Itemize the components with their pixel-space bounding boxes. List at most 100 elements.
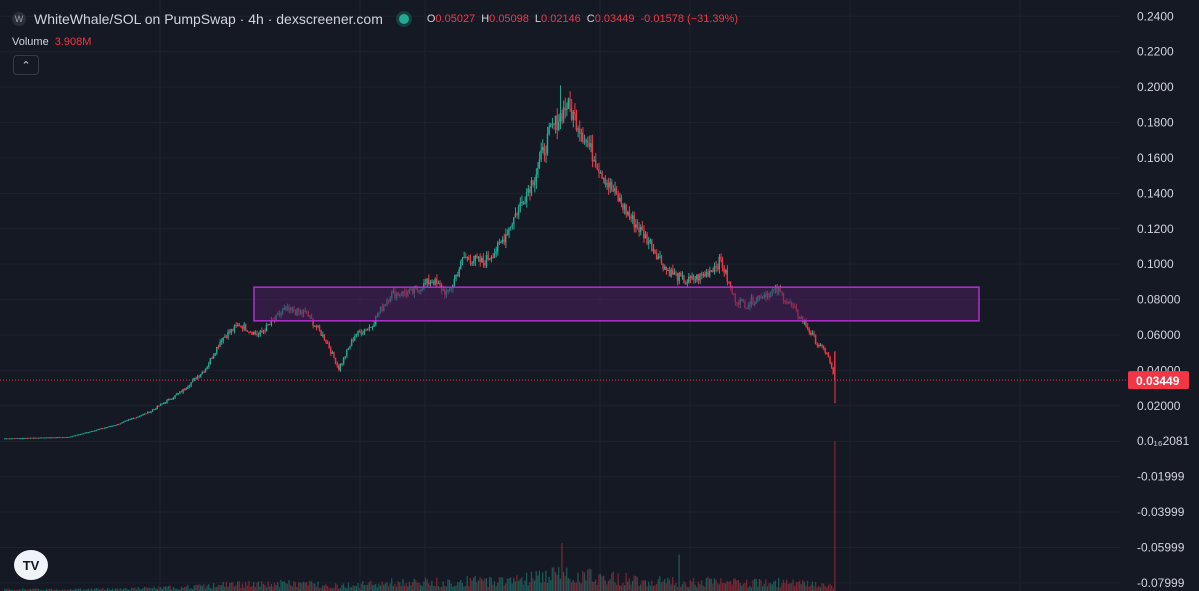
candle-body[interactable] — [810, 332, 812, 335]
candle-body[interactable] — [681, 275, 683, 277]
candle-body[interactable] — [720, 256, 722, 260]
candle-body[interactable] — [676, 273, 679, 281]
candle-body[interactable] — [707, 272, 709, 277]
candle-body[interactable] — [211, 358, 213, 360]
candle-body[interactable] — [614, 188, 616, 192]
candle-body[interactable] — [593, 159, 595, 162]
candle-body[interactable] — [153, 409, 155, 411]
resistance-zone[interactable] — [253, 286, 980, 322]
candle-body[interactable] — [130, 418, 133, 420]
candle-body[interactable] — [166, 400, 168, 403]
candle-body[interactable] — [232, 329, 234, 331]
candle-body[interactable] — [617, 193, 619, 201]
candle-body[interactable] — [119, 423, 122, 425]
candle-body[interactable] — [577, 128, 579, 131]
candle-body[interactable] — [651, 239, 653, 251]
candle-body[interactable] — [249, 331, 252, 333]
candle-body[interactable] — [729, 281, 732, 288]
candle-body[interactable] — [585, 140, 587, 142]
candle-body[interactable] — [341, 363, 343, 365]
candle-body[interactable] — [346, 349, 348, 357]
candle-body[interactable] — [471, 263, 473, 265]
candle-body[interactable] — [511, 224, 513, 227]
candle-body[interactable] — [240, 325, 242, 327]
candle-body[interactable] — [241, 326, 244, 330]
candle-body[interactable] — [13, 438, 16, 440]
candle-body[interactable] — [188, 385, 191, 387]
candle-body[interactable] — [146, 411, 149, 414]
candle-body[interactable] — [171, 398, 173, 400]
candle-body[interactable] — [474, 255, 476, 262]
candle-body[interactable] — [79, 434, 81, 436]
candle-body[interactable] — [323, 334, 325, 341]
candle-body[interactable] — [193, 378, 195, 380]
candle-body[interactable] — [631, 215, 634, 219]
candle-body[interactable] — [704, 274, 706, 277]
candle-body[interactable] — [472, 261, 475, 264]
candle-body[interactable] — [813, 333, 815, 336]
candle-body[interactable] — [312, 318, 314, 326]
candle-body[interactable] — [663, 266, 666, 270]
candle-body[interactable] — [164, 402, 167, 404]
candle-body[interactable] — [216, 346, 218, 354]
candle-body[interactable] — [485, 254, 488, 266]
candle-body[interactable] — [601, 172, 603, 179]
candle-body[interactable] — [235, 325, 237, 327]
candle-body[interactable] — [352, 339, 354, 341]
candle-body[interactable] — [85, 432, 88, 434]
candle-body[interactable] — [556, 115, 558, 130]
candle-body[interactable] — [66, 436, 69, 438]
candle-body[interactable] — [516, 213, 518, 216]
candle-body[interactable] — [238, 324, 240, 326]
candle-body[interactable] — [357, 330, 359, 335]
candle-body[interactable] — [671, 269, 674, 275]
candle-body[interactable] — [464, 256, 467, 258]
candle-body[interactable] — [121, 422, 123, 424]
candle-body[interactable] — [480, 258, 483, 263]
candle-body[interactable] — [73, 435, 75, 437]
candle-body[interactable] — [45, 437, 48, 439]
candle-body[interactable] — [479, 256, 481, 263]
collapse-legend-button[interactable]: ⌃ — [13, 55, 39, 75]
candle-body[interactable] — [368, 326, 370, 329]
candle-body[interactable] — [358, 330, 361, 332]
candle-body[interactable] — [495, 251, 497, 253]
candle-body[interactable] — [588, 143, 590, 147]
candle-body[interactable] — [198, 376, 200, 378]
candle-body[interactable] — [29, 437, 32, 439]
candle-body[interactable] — [318, 325, 321, 331]
candle-body[interactable] — [646, 233, 648, 244]
candle-body[interactable] — [49, 437, 51, 439]
candle-body[interactable] — [500, 241, 502, 243]
candle-body[interactable] — [111, 425, 114, 427]
candle-body[interactable] — [493, 252, 496, 258]
candle-body[interactable] — [546, 134, 549, 154]
candle-body[interactable] — [524, 202, 526, 205]
candle-body[interactable] — [599, 172, 602, 174]
candle-body[interactable] — [365, 329, 367, 331]
candle-body[interactable] — [830, 363, 833, 368]
candle-body[interactable] — [635, 224, 637, 228]
candle-body[interactable] — [667, 270, 669, 272]
candle-body[interactable] — [460, 261, 462, 270]
candle-body[interactable] — [175, 394, 178, 396]
candle-body[interactable] — [90, 431, 93, 433]
candle-body[interactable] — [95, 429, 97, 431]
candle-body[interactable] — [538, 159, 541, 168]
candle-body[interactable] — [496, 242, 499, 252]
candle-body[interactable] — [431, 281, 433, 283]
candle-body[interactable] — [212, 355, 215, 359]
candle-body[interactable] — [665, 266, 667, 271]
candle-body[interactable] — [455, 274, 457, 279]
candle-body[interactable] — [700, 273, 703, 276]
candle-body[interactable] — [201, 371, 203, 375]
candle-body[interactable] — [630, 216, 632, 219]
candle-body[interactable] — [564, 107, 566, 111]
candle-body[interactable] — [699, 273, 701, 281]
candle-body[interactable] — [697, 274, 700, 281]
candle-body[interactable] — [342, 357, 345, 364]
candle-body[interactable] — [118, 424, 120, 426]
candle-body[interactable] — [233, 325, 236, 331]
candle-body[interactable] — [432, 281, 435, 285]
candle-body[interactable] — [541, 147, 544, 151]
